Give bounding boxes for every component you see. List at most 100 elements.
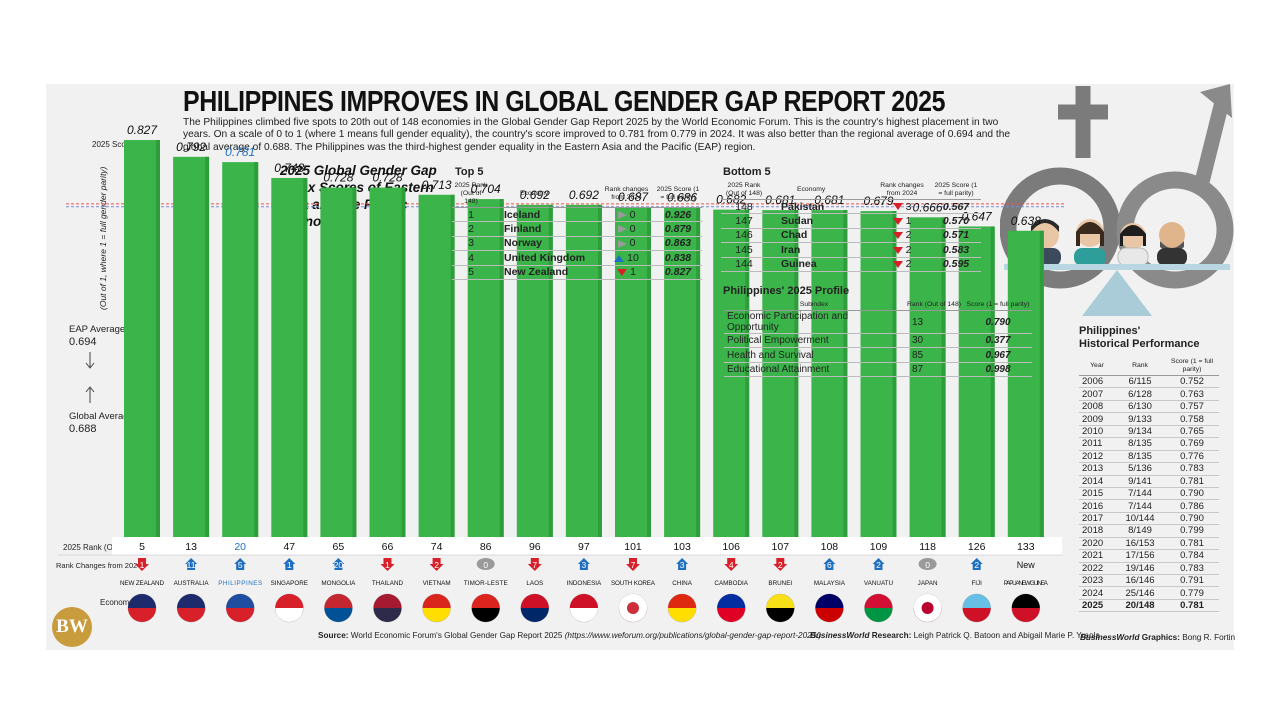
economy-label-11: CHINA <box>672 580 692 587</box>
bar-0 <box>124 140 160 538</box>
table-row: 5 New Zealand 1 0.827 <box>452 265 702 280</box>
economy-cell: Sudan <box>767 213 873 229</box>
balance-scale-icon <box>1004 264 1230 316</box>
change-value: 0 <box>629 223 636 236</box>
rank-change-up-arrow-icon-15 <box>872 558 885 570</box>
flag-bottom-14 <box>815 608 844 622</box>
flag-top-2 <box>226 594 255 608</box>
table-row: 2009 9/133 0.758 <box>1079 412 1219 426</box>
flag-bottom-0 <box>128 608 156 622</box>
rank-label-4: 65 <box>333 541 345 553</box>
table-row: 2014 9/141 0.781 <box>1079 475 1219 488</box>
flag-bottom-7 <box>471 608 500 622</box>
year-cell: 2020 <box>1079 537 1115 551</box>
rank-cell: 6/130 <box>1115 400 1165 414</box>
rank-label-10: 101 <box>624 541 642 553</box>
change-value: 1 <box>905 215 912 228</box>
bar-shade-11 <box>696 207 701 537</box>
graphics-credit: BusinessWorld Graphics: Bong R. Fortin <box>1080 633 1235 642</box>
page-title: PHILIPPINES IMPROVES IN GLOBAL GENDER GA… <box>183 86 946 118</box>
economy-label-6: VIETNAM <box>423 580 451 587</box>
rank-change-up-arrow-icon-14 <box>823 558 836 570</box>
rank-change-same-icon-7 <box>476 558 495 570</box>
year-cell: 2025 <box>1079 599 1115 613</box>
year-cell: 2016 <box>1079 499 1115 513</box>
top5-up-arrow-icon <box>614 254 625 262</box>
economy-cell: Iceland <box>490 207 599 223</box>
male-symbol-icon <box>1116 84 1234 289</box>
bottom5-down-arrow-icon <box>892 232 903 240</box>
bar-5 <box>369 187 406 537</box>
score-cell: 0.863 <box>654 236 702 252</box>
table-row: 148 Pakistan 3 0.567 <box>721 199 981 215</box>
flag-bottom-18 <box>1011 608 1040 623</box>
flag-bottom-12 <box>717 608 746 622</box>
rank-cell: 30 <box>904 333 964 349</box>
rank-change-down-arrow-icon-5 <box>380 558 395 571</box>
rank-cell: 145 <box>721 242 767 258</box>
economy-label-5: THAILAND <box>372 580 404 587</box>
flag-bottom-2 <box>226 608 255 622</box>
subindex-cell: Political Empowerment <box>724 333 904 349</box>
rank-cell: 8/135 <box>1115 450 1165 464</box>
history-table: Year Rank Score (1 = full parity) 2006 6/… <box>1079 357 1219 613</box>
value-label-5: 0.728 <box>372 171 402 185</box>
economy-label-10: SOUTH KOREA <box>611 580 656 587</box>
flag-top-12 <box>717 594 746 608</box>
economy-cell: Pakistan <box>767 199 873 215</box>
score-cell: 0.781 <box>1165 599 1219 613</box>
table-row: 4 United Kingdom 10 0.838 <box>452 250 702 266</box>
score-cell: 0.827 <box>654 265 702 280</box>
value-label-2: 0.781 <box>225 145 255 159</box>
subindex-cell: Educational Attainment <box>724 362 904 378</box>
score-cell: 0.790 <box>1165 487 1219 501</box>
change-value: 1 <box>630 266 636 279</box>
score-cell: 0.926 <box>654 207 702 223</box>
rank-change-value-8: 7 <box>532 560 537 570</box>
rank-change-down-arrow-icon-8 <box>527 558 542 571</box>
flag-top-13 <box>766 594 795 608</box>
global-average-value: 0.688 <box>69 423 97 435</box>
rank-change-value-18: New <box>1017 560 1036 570</box>
rank-cell: 9/141 <box>1115 475 1165 488</box>
graphics-text: Bong R. Fortin <box>1179 633 1236 642</box>
flag-top-3 <box>275 594 304 608</box>
bottom5-table: 2025 Rank (Out of 148) Economy Rank chan… <box>721 181 981 272</box>
table-row: 2008 6/130 0.757 <box>1079 400 1219 414</box>
rank-change-value-17: 2 <box>974 560 979 570</box>
bar-shade-16 <box>941 217 946 537</box>
rank-label-14: 108 <box>821 541 839 553</box>
table-row: 2011 8/135 0.769 <box>1079 437 1219 451</box>
rank-change-value-16: 0 <box>925 560 930 570</box>
rank-cell: 1 <box>452 207 490 223</box>
table-row: 2007 6/128 0.763 <box>1079 387 1219 401</box>
top5-heading: Top 5 <box>455 166 484 178</box>
rank-label-2: 20 <box>234 541 246 553</box>
flag-top-8 <box>520 594 549 608</box>
bottom5-col-score: 2025 Score (1 = full parity) <box>931 181 981 200</box>
year-cell: 2018 <box>1079 524 1115 538</box>
bar-shade-9 <box>597 204 602 537</box>
score-cell: 0.784 <box>1165 549 1219 563</box>
economy-label-3: SINGAPORE <box>271 580 308 587</box>
table-row: 2025 20/148 0.781 <box>1079 599 1219 613</box>
rank-change-value-11: 3 <box>680 560 685 570</box>
flag-top-14 <box>815 594 844 608</box>
table-row: 2024 25/146 0.779 <box>1079 586 1219 600</box>
score-cell: 0.790 <box>1165 512 1219 526</box>
table-row: Political Empowerment 30 0.377 <box>724 333 1032 349</box>
score-cell: 0.781 <box>1165 475 1219 488</box>
bar-shade-18 <box>1039 230 1044 537</box>
change-cell: 1 <box>599 265 654 280</box>
research-text: Leigh Patrick Q. Batoon and Abigail Mari… <box>911 631 1100 640</box>
rank-change-same-icon-16 <box>918 558 937 570</box>
value-label-3: 0.748 <box>274 161 304 175</box>
change-value: 2 <box>905 258 912 271</box>
flag-bottom-9 <box>569 608 598 622</box>
rank-cell: 8/149 <box>1115 524 1165 538</box>
bar-shade-0 <box>156 140 160 538</box>
rank-label-5: 66 <box>382 541 394 553</box>
score-cell: 0.781 <box>1165 537 1219 551</box>
flag-top-9 <box>569 594 598 608</box>
flag-top-1 <box>177 594 206 608</box>
